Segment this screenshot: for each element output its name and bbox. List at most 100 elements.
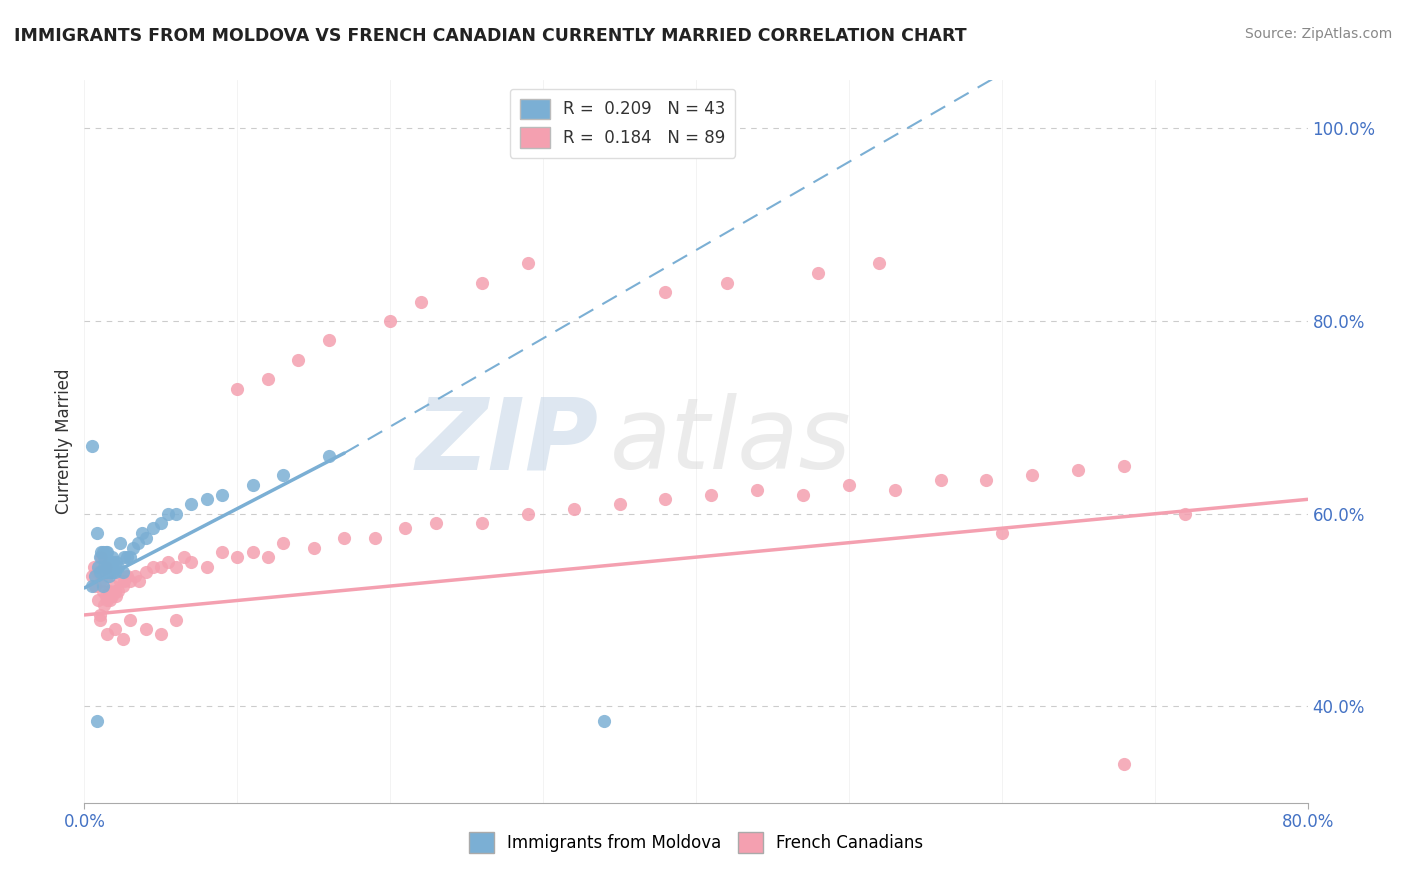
Point <box>98 593 121 607</box>
Point <box>364 531 387 545</box>
Point <box>211 487 233 501</box>
Point <box>838 478 860 492</box>
Point <box>165 559 187 574</box>
Point <box>124 569 146 583</box>
Point <box>516 507 538 521</box>
Point <box>929 473 952 487</box>
Point <box>173 550 195 565</box>
Point <box>101 550 124 565</box>
Point <box>97 569 120 583</box>
Point <box>86 714 108 728</box>
Point <box>654 492 676 507</box>
Point <box>112 550 135 565</box>
Point <box>425 516 447 531</box>
Point <box>97 555 120 569</box>
Point <box>94 565 117 579</box>
Point <box>96 627 118 641</box>
Point <box>94 589 117 603</box>
Point <box>318 449 340 463</box>
Point <box>115 550 138 565</box>
Point <box>103 555 125 569</box>
Point <box>105 555 128 569</box>
Point <box>165 613 187 627</box>
Point <box>107 559 129 574</box>
Point <box>87 559 110 574</box>
Point <box>104 623 127 637</box>
Point <box>1114 757 1136 772</box>
Text: ZIP: ZIP <box>415 393 598 490</box>
Point <box>86 526 108 541</box>
Point <box>976 473 998 487</box>
Point <box>302 541 325 555</box>
Legend: Immigrants from Moldova, French Canadians: Immigrants from Moldova, French Canadian… <box>463 826 929 860</box>
Point <box>149 627 172 641</box>
Point <box>89 607 111 622</box>
Point <box>394 521 416 535</box>
Point <box>103 579 125 593</box>
Point <box>96 569 118 583</box>
Point <box>80 569 103 583</box>
Point <box>111 632 134 646</box>
Point <box>91 579 114 593</box>
Point <box>107 583 129 598</box>
Text: Source: ZipAtlas.com: Source: ZipAtlas.com <box>1244 27 1392 41</box>
Point <box>593 714 616 728</box>
Point <box>807 266 830 280</box>
Point <box>87 593 110 607</box>
Point <box>409 294 432 309</box>
Text: IMMIGRANTS FROM MOLDOVA VS FRENCH CANADIAN CURRENTLY MARRIED CORRELATION CHART: IMMIGRANTS FROM MOLDOVA VS FRENCH CANADI… <box>14 27 967 45</box>
Point <box>112 574 135 589</box>
Point <box>111 579 134 593</box>
Point <box>86 565 108 579</box>
Point <box>149 516 172 531</box>
Point <box>120 574 142 589</box>
Point <box>101 589 124 603</box>
Point <box>98 565 121 579</box>
Point <box>700 487 723 501</box>
Point <box>115 569 138 583</box>
Point <box>1174 507 1197 521</box>
Point <box>516 256 538 270</box>
Y-axis label: Currently Married: Currently Married <box>55 368 73 515</box>
Point <box>333 531 356 545</box>
Point <box>747 483 769 497</box>
Point <box>242 478 264 492</box>
Point <box>120 550 142 565</box>
Point <box>135 623 157 637</box>
Point <box>93 599 115 613</box>
Point <box>89 550 111 565</box>
Point <box>89 565 111 579</box>
Point <box>93 550 115 565</box>
Point <box>80 579 103 593</box>
Point <box>108 535 131 549</box>
Point <box>609 497 631 511</box>
Point <box>869 256 891 270</box>
Point <box>101 565 124 579</box>
Point <box>195 559 218 574</box>
Point <box>90 545 112 559</box>
Point <box>89 613 111 627</box>
Point <box>96 545 118 559</box>
Point <box>471 276 494 290</box>
Point <box>318 334 340 348</box>
Point <box>257 550 280 565</box>
Point <box>1021 468 1043 483</box>
Point <box>991 526 1014 541</box>
Point <box>157 555 180 569</box>
Point <box>80 439 103 453</box>
Point <box>128 574 150 589</box>
Point <box>654 285 676 300</box>
Point <box>96 593 118 607</box>
Point <box>93 559 115 574</box>
Point <box>89 565 111 579</box>
Point <box>108 574 131 589</box>
Point <box>104 583 127 598</box>
Point <box>93 565 115 579</box>
Point <box>84 569 107 583</box>
Point <box>131 526 153 541</box>
Point <box>142 559 165 574</box>
Text: atlas: atlas <box>610 393 852 490</box>
Point <box>96 559 118 574</box>
Point <box>90 550 112 565</box>
Point <box>716 276 738 290</box>
